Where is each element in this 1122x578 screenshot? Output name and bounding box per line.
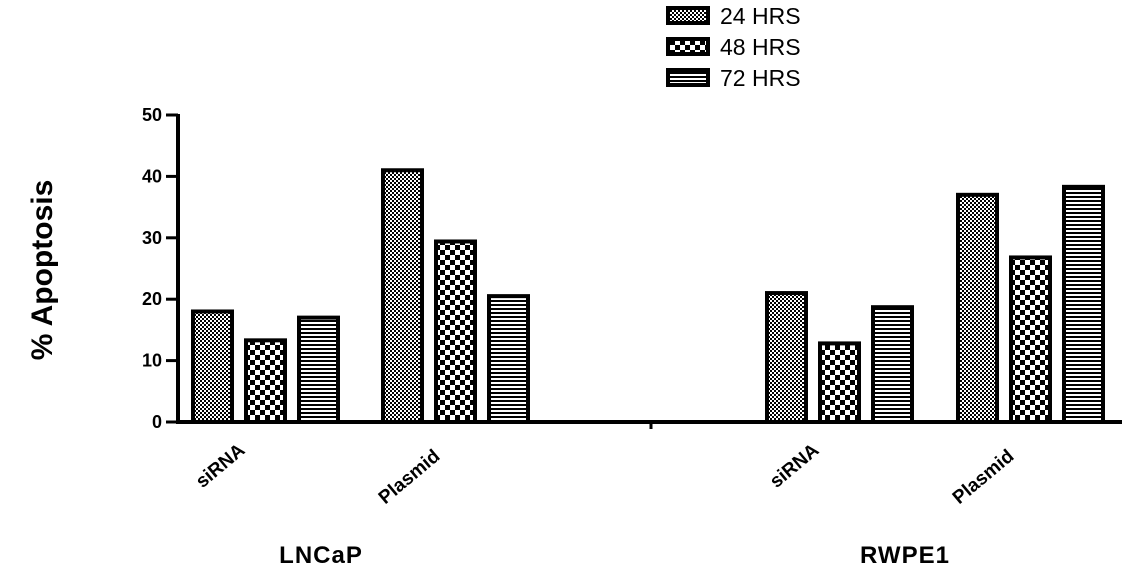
y-tick-label: 50 <box>142 105 162 125</box>
legend-label: 48 HRS <box>720 34 801 60</box>
bar-48-hrs-2 <box>818 341 861 424</box>
group-label-rwpe1: RWPE1 <box>860 542 950 569</box>
legend-swatch <box>666 37 710 56</box>
y-axis-label: % Apoptosis <box>26 180 59 361</box>
x-tick-label-plasmid: Plasmid <box>375 446 444 509</box>
bar-72-hrs-2 <box>871 305 914 425</box>
bar-24-hrs-3 <box>956 192 999 424</box>
legend-label: 72 HRS <box>720 65 801 91</box>
legend-swatch <box>666 68 710 87</box>
bars <box>191 168 1105 425</box>
x-tick-label-plasmid: Plasmid <box>949 446 1018 509</box>
bar-72-hrs-1 <box>487 294 530 425</box>
x-tick-label-sirna: siRNA <box>192 440 249 493</box>
legend: 24 HRS 48 HRS 72 HRS <box>666 3 801 91</box>
bar-24-hrs-2 <box>765 291 808 424</box>
y-tick-label: 40 <box>142 166 162 186</box>
bar-48-hrs-3 <box>1009 255 1052 424</box>
group-label-lncap: LNCaP <box>279 542 363 569</box>
y-tick-label: 10 <box>142 351 162 371</box>
category-labels: siRNA Plasmid siRNA Plasmid LNCaP RWPE1 <box>192 440 1018 569</box>
bar-72-hrs-0 <box>297 315 340 424</box>
x-tick-label-sirna: siRNA <box>766 440 823 493</box>
bar-24-hrs-1 <box>381 168 424 424</box>
bar-48-hrs-1 <box>434 239 477 424</box>
y-tick-label: 30 <box>142 228 162 248</box>
bar-48-hrs-0 <box>244 338 287 425</box>
bar-24-hrs-0 <box>191 309 234 425</box>
bar-72-hrs-3 <box>1062 184 1105 424</box>
y-tick-label: 20 <box>142 289 162 309</box>
legend-swatch <box>666 6 710 25</box>
legend-label: 24 HRS <box>720 3 801 29</box>
y-tick-label: 0 <box>152 412 162 432</box>
